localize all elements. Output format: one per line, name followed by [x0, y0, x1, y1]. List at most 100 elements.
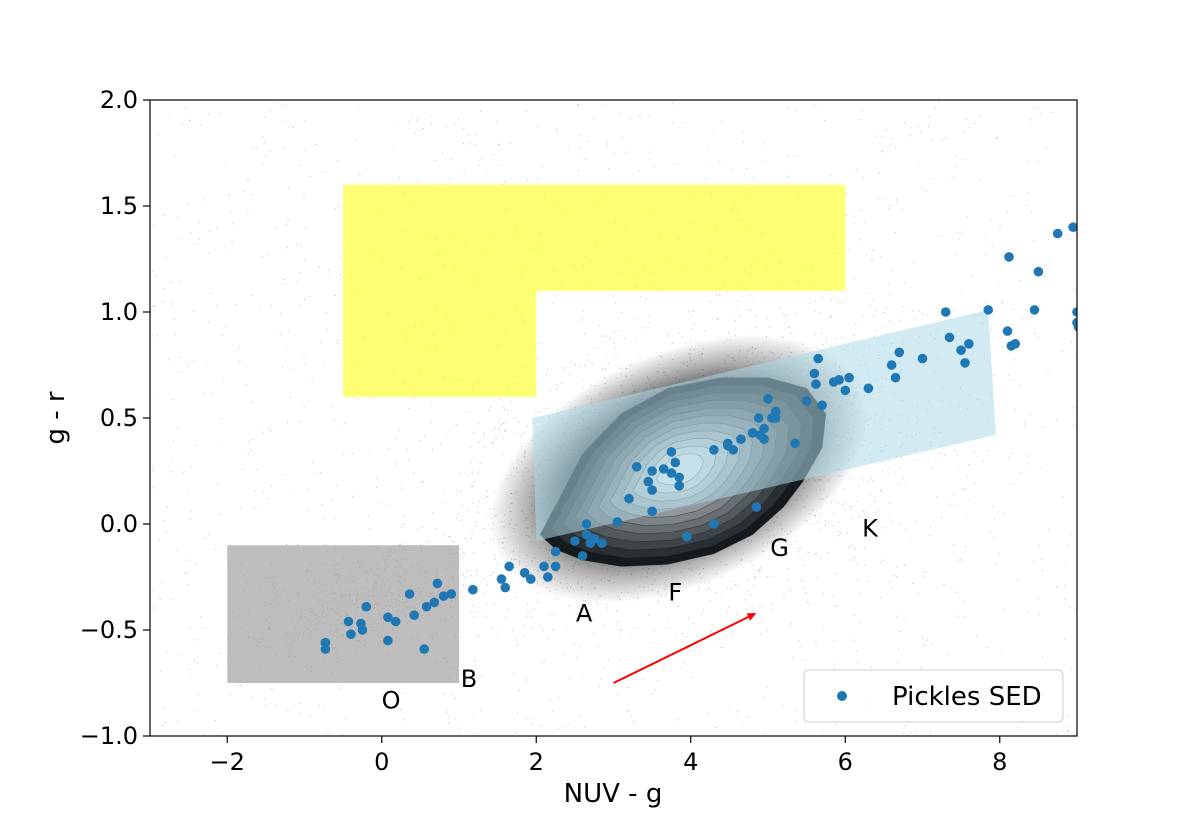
- spectral-type-label: F: [668, 578, 682, 606]
- y-axis-label: g - r: [41, 391, 71, 444]
- pickles-sed-point: [940, 307, 951, 317]
- pickles-sed-point: [383, 635, 393, 646]
- x-tick-label: 8: [992, 748, 1007, 776]
- pickles-sed-point: [647, 506, 657, 517]
- pickles-sed-point: [647, 466, 657, 476]
- pickles-sed-point: [570, 536, 580, 546]
- pickles-sed-point: [409, 610, 420, 620]
- legend-marker: [837, 691, 847, 701]
- pickles-sed-point: [519, 568, 530, 578]
- pickles-sed-point: [421, 601, 432, 612]
- pickles-sed-point: [960, 358, 970, 368]
- spectral-type-labels: O B A F G K: [382, 515, 880, 715]
- pickles-sed-point: [1004, 252, 1014, 262]
- pickles-sed-point: [1068, 222, 1077, 232]
- x-tick-label: 4: [683, 748, 698, 776]
- pickles-sed-point: [419, 644, 430, 654]
- pickles-sed-series: [320, 222, 1077, 654]
- pickles-sed-point: [438, 591, 449, 601]
- pickles-sed-point: [770, 413, 781, 423]
- pickles-sed-point: [670, 457, 681, 468]
- pickles-sed-point: [844, 372, 854, 383]
- pickles-sed-point: [894, 347, 905, 358]
- pickles-sed-point: [539, 561, 549, 572]
- legend-label: Pickles SED: [892, 682, 1042, 712]
- pickles-sed-point: [886, 360, 897, 370]
- pickles-sed-point: [674, 481, 684, 491]
- pickles-sed-point: [346, 629, 356, 639]
- pickles-sed-point: [964, 339, 974, 349]
- pickles-sed-point: [747, 428, 758, 438]
- y-tick-label: 0.5: [100, 404, 138, 432]
- pickles-sed-point: [390, 616, 401, 627]
- pickles-sed-point: [550, 561, 561, 572]
- pickles-sed-point: [983, 305, 993, 315]
- pickles-sed-point: [526, 574, 536, 584]
- legend-box: [803, 669, 1064, 723]
- x-tick-label: 6: [838, 748, 853, 776]
- pickles-sed-point: [589, 534, 599, 544]
- pickles-sed-point: [917, 353, 928, 364]
- pickles-sed-point: [753, 413, 764, 423]
- pickles-sed-point: [801, 396, 812, 406]
- x-axis-ticks: −2 0 2 4 6 8: [210, 736, 1007, 776]
- spectral-type-label: O: [382, 686, 401, 714]
- pickles-sed-point: [647, 485, 657, 495]
- pickles-sed-point: [763, 394, 773, 404]
- pickles-sed-point: [728, 445, 738, 455]
- pickles-sed-point: [666, 447, 677, 457]
- pickles-sed-point: [709, 519, 719, 529]
- spectral-type-label: K: [862, 515, 879, 543]
- y-tick-label: 2.0: [100, 86, 138, 114]
- legend: Pickles SED: [803, 669, 1064, 723]
- pickles-sed-point: [790, 438, 800, 449]
- grey-selection-region: [227, 545, 459, 683]
- pickles-sed-point: [759, 434, 769, 445]
- pickles-sed-point: [682, 531, 692, 542]
- pickles-sed-point: [361, 601, 372, 612]
- pickles-sed-point: [890, 372, 901, 383]
- y-tick-label: 0.0: [100, 510, 138, 538]
- pickles-sed-point: [834, 375, 844, 385]
- pickles-sed-point: [809, 368, 820, 379]
- pickles-sed-point: [944, 332, 955, 343]
- pickles-sed-point: [1073, 322, 1077, 332]
- pickles-sed-point: [817, 400, 827, 411]
- pickles-sed-point: [813, 353, 823, 364]
- x-tick-label: 0: [374, 748, 389, 776]
- pickles-sed-point: [446, 589, 457, 599]
- pickles-sed-point: [550, 546, 561, 557]
- pickles-sed-point: [658, 464, 669, 474]
- pickles-sed-point: [581, 529, 592, 540]
- plot-area: [152, 101, 1077, 736]
- pickles-sed-point: [736, 434, 746, 445]
- pickles-sed-point: [383, 612, 393, 623]
- pickles-sed-point: [1010, 339, 1020, 349]
- pickles-sed-point: [581, 519, 592, 529]
- pickles-sed-point: [612, 517, 623, 527]
- y-tick-label: 1.0: [100, 298, 138, 326]
- spectral-type-label: B: [461, 665, 477, 693]
- x-tick-label: 2: [529, 748, 544, 776]
- pickles-sed-point: [956, 345, 966, 356]
- pickles-sed-point: [357, 625, 368, 635]
- pickles-sed-point: [1002, 326, 1013, 336]
- pickles-sed-point: [674, 472, 684, 483]
- pickles-sed-point: [543, 572, 553, 582]
- pickles-sed-point: [863, 383, 874, 394]
- reddening-arrow: [613, 616, 749, 684]
- pickles-sed-point: [432, 578, 443, 589]
- pickles-sed-point: [429, 597, 440, 608]
- y-tick-label: −0.5: [80, 616, 138, 644]
- pickles-sed-point: [709, 445, 719, 455]
- pickles-sed-point: [1052, 228, 1063, 239]
- spectral-type-label: A: [576, 600, 593, 628]
- pickles-sed-point: [1029, 305, 1040, 315]
- yellow-selection-region: [343, 184, 846, 397]
- pickles-sed-point: [631, 462, 642, 472]
- pickles-sed-point: [504, 561, 514, 572]
- pickles-sed-point: [597, 538, 607, 548]
- pickles-sed-point: [468, 584, 478, 595]
- pickles-sed-point: [1033, 266, 1044, 277]
